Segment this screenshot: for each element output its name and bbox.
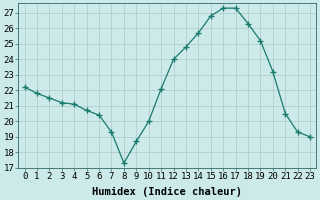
X-axis label: Humidex (Indice chaleur): Humidex (Indice chaleur): [92, 186, 242, 197]
